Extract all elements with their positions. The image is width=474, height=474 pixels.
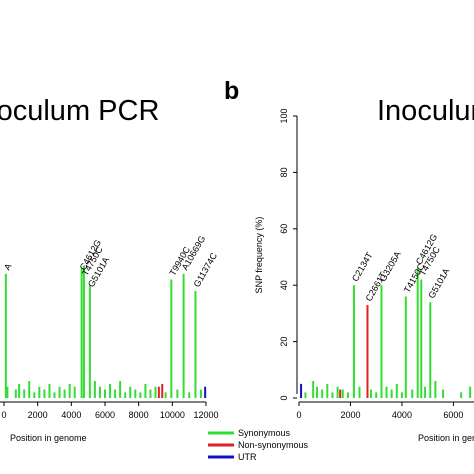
panel-b-x-ticks: 0 2000 4000 6000	[296, 402, 463, 420]
legend-label-0: Synonymous	[238, 428, 291, 438]
panel-b-y-tick-label: 20	[279, 337, 289, 347]
panel-b-annotation: G5101A	[426, 267, 451, 301]
panel-a-x-tick-label: 12000	[193, 410, 218, 420]
panel-a-x-tick-label: 2000	[28, 410, 48, 420]
panel-b-y-ticks: 0 20 40 60 80 100	[279, 108, 297, 401]
panel-b-x-tick-label: 0	[296, 410, 301, 420]
panel-a-x-tick-label: 8000	[129, 410, 149, 420]
panel-a-x-tick-label: 10000	[160, 410, 185, 420]
panel-a-title: oculum PCR	[0, 95, 159, 127]
panel-b-annotation: G3205A	[378, 250, 403, 284]
panel-b-annotation: C2134T	[350, 250, 375, 283]
panel-b-x-tick-label: 4000	[392, 410, 412, 420]
panel-b-y-tick-label: 0	[279, 395, 289, 400]
panel-a-x-ticks: 0 2000 4000 6000 8000 10000 12000	[1, 402, 219, 420]
legend: Synonymous Non-synonymous UTR	[208, 428, 309, 462]
panel-a: oculum PCR 0 2000 4000 6000 8000 10000 12000 A…	[0, 95, 219, 443]
panel-a-x-axis-label: Position in genome	[10, 433, 87, 443]
panel-b-y-tick-label: 40	[279, 280, 289, 290]
panel-b-bars	[300, 268, 472, 398]
panel-b-y-tick-label: 60	[279, 224, 289, 234]
legend-label-1: Non-synonymous	[238, 440, 309, 450]
panel-b-y-axis-label: SNP frequency (%)	[254, 217, 264, 294]
panel-b-title: Inoculum	[377, 95, 474, 127]
panel-b-y-tick-label: 100	[279, 108, 289, 123]
panel-a-x-tick-label: 4000	[61, 410, 81, 420]
panel-a-x-tick-label: 6000	[95, 410, 115, 420]
panel-a-annotation: A	[2, 262, 14, 272]
panel-b-x-tick-label: 2000	[340, 410, 360, 420]
panel-b-x-axis-label: Position in genome	[418, 433, 474, 443]
legend-label-2: UTR	[238, 452, 257, 462]
panel-b-y-tick-label: 80	[279, 167, 289, 177]
panel-a-bars	[4, 265, 207, 398]
panel-b-label: b	[224, 77, 239, 105]
panel-b-x-tick-label: 6000	[443, 410, 463, 420]
panel-a-x-tick-label: 0	[1, 410, 6, 420]
panel-b: b Inoculum 0 20 40 60 80 100 0 2000 4000 6000 C2…	[224, 77, 474, 443]
